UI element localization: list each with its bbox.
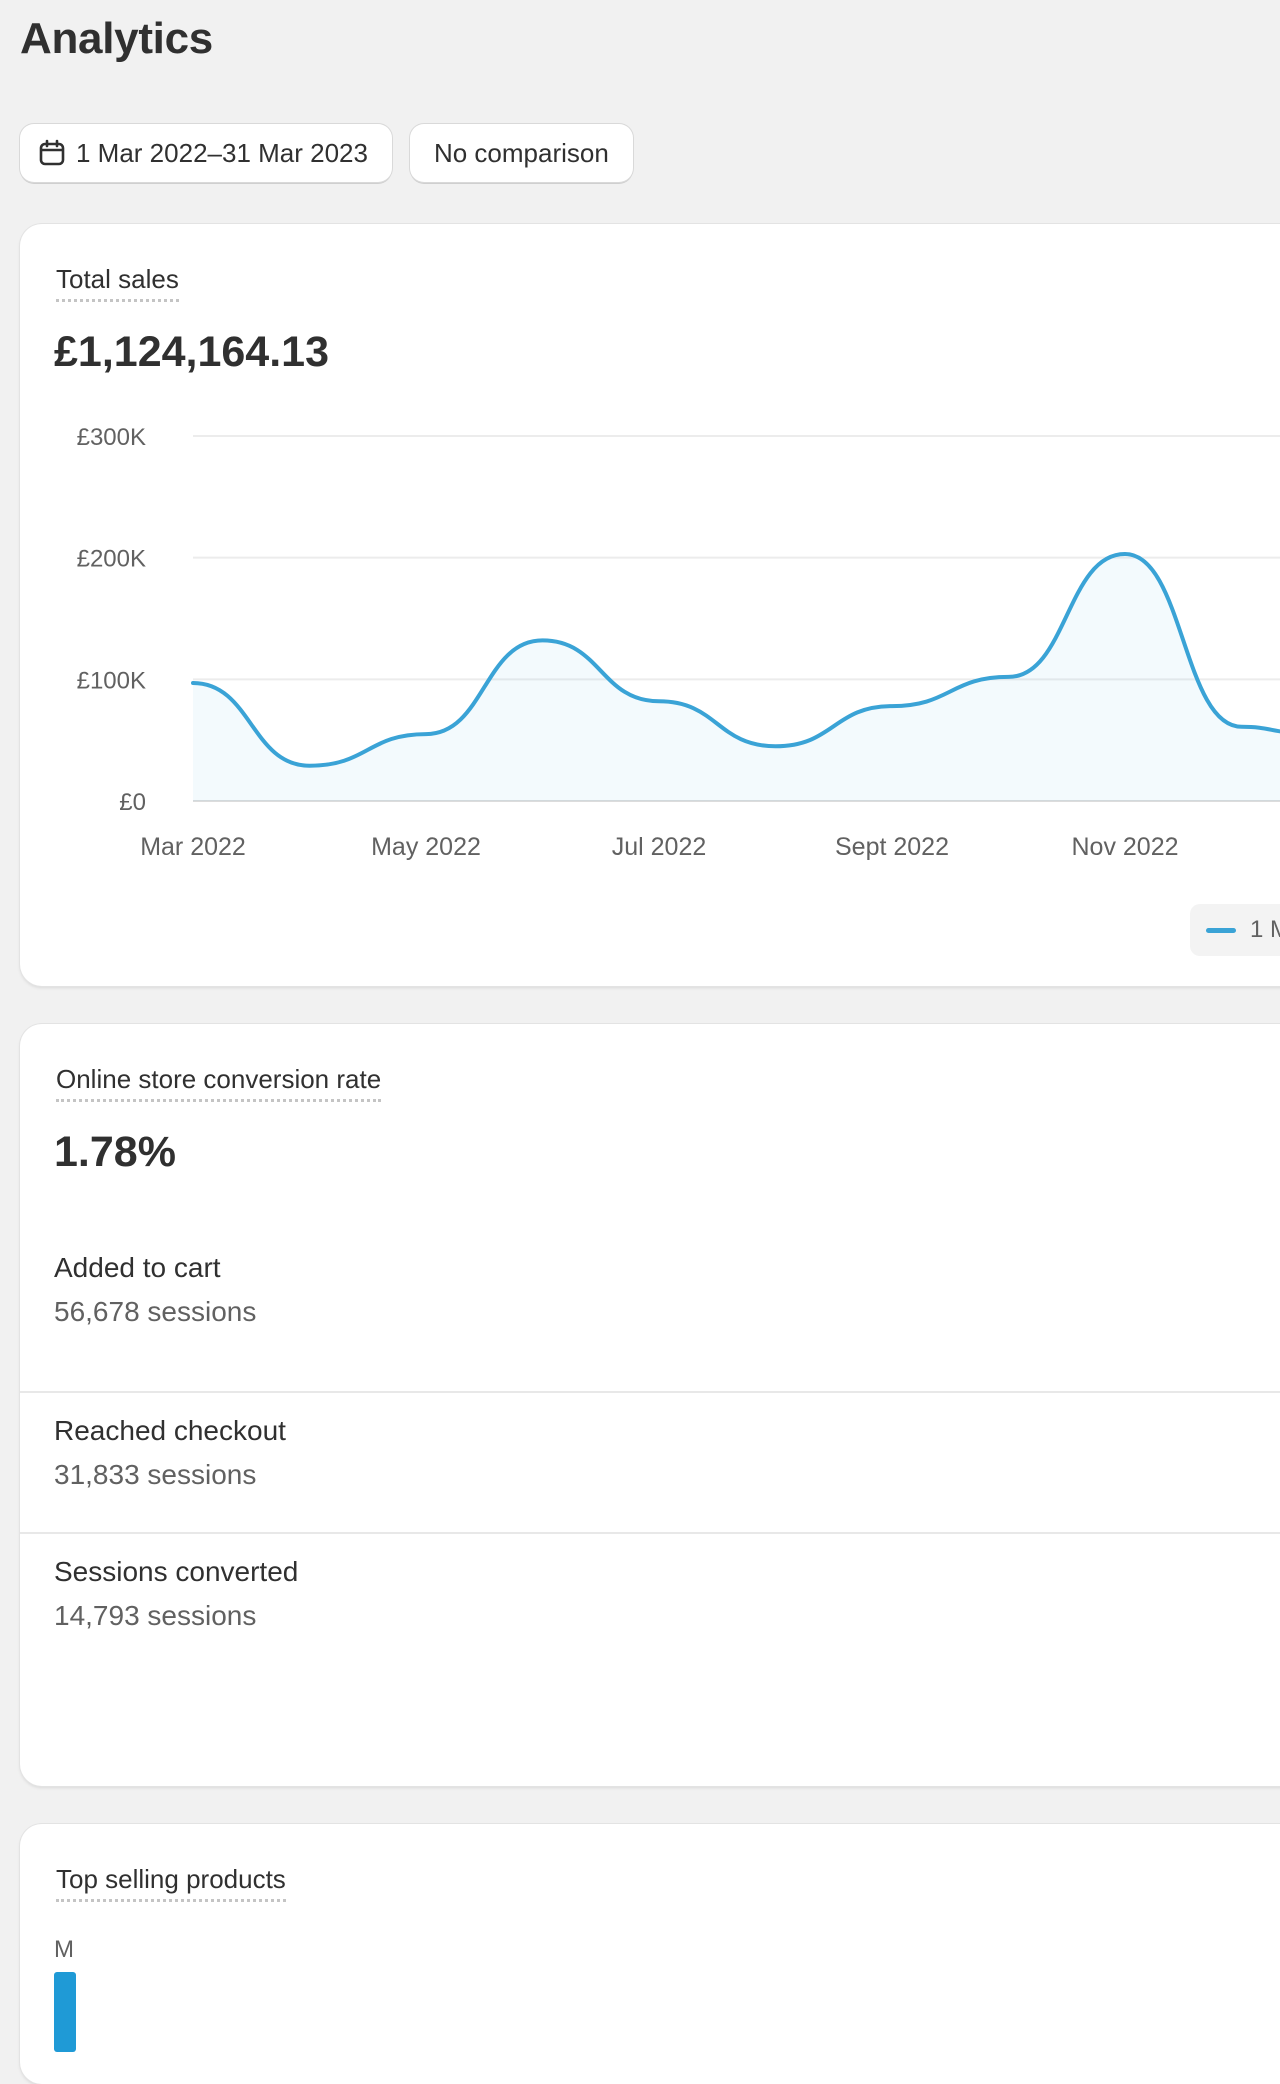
funnel-step-value: 14,793 sessions	[54, 1600, 257, 1631]
chart-series-line	[191, 552, 1280, 768]
chart-data-point	[190, 680, 196, 686]
legend-label: 1 M	[1250, 916, 1280, 943]
chart-x-tick-label: Jul 2022	[612, 833, 707, 861]
date-range-label: 1 Mar 2022–31 Mar 2023	[76, 137, 368, 168]
top-products-card[interactable]: Top selling products M	[20, 1824, 1280, 2084]
date-range-button[interactable]: 1 Mar 2022–31 Mar 2023	[20, 124, 392, 182]
top-products-title[interactable]: Top selling products	[56, 1864, 286, 1903]
funnel-step-value: 31,833 sessions	[54, 1459, 257, 1490]
funnel-step-label: Added to cart	[54, 1252, 221, 1283]
legend-swatch	[1206, 927, 1236, 933]
chart-data-point	[1006, 674, 1012, 680]
chart-x-tick-label: Mar 2022	[140, 833, 246, 861]
product-bar-label: M	[54, 1936, 74, 1963]
chart-y-tick-label: £0	[119, 789, 146, 816]
chart-x-tick-label: Nov 2022	[1071, 833, 1178, 861]
chart-x-tick-label: May 2022	[371, 833, 481, 861]
total-sales-chart[interactable]: £0 £100K £200K £300K Mar 2022 May 2022 Jul 202…	[20, 224, 1280, 904]
funnel-step-reached-checkout: Reached checkout 31,833 sessions	[20, 1393, 1280, 1534]
calendar-icon	[38, 139, 66, 167]
chart-data-point	[1239, 724, 1245, 730]
chart-legend[interactable]: 1 M	[1190, 904, 1280, 956]
funnel-step-sessions-converted: Sessions converted 14,793 sessions	[20, 1534, 1280, 1675]
comparison-label: No comparison	[433, 137, 609, 168]
chart-x-tick-label: Sept 2022	[835, 833, 949, 861]
chart-data-point	[656, 698, 662, 704]
conversion-rate-title[interactable]: Online store conversion rate	[56, 1064, 382, 1103]
comparison-button[interactable]: No comparison	[409, 124, 633, 182]
chart-area-fill	[193, 554, 1280, 801]
funnel-step-label: Sessions converted	[54, 1556, 299, 1587]
total-sales-card[interactable]: Total sales £1,124,164.13 £0 £100K £200K £3…	[20, 224, 1280, 986]
date-toolbar: 1 Mar 2022–31 Mar 2023 No comparison	[20, 124, 633, 182]
chart-y-tick-label: £100K	[77, 667, 146, 694]
product-bar[interactable]	[54, 1972, 76, 2052]
funnel-step-label: Reached checkout	[54, 1415, 286, 1446]
total-sales-value: £1,124,164.13	[54, 328, 329, 376]
chart-data-point	[307, 763, 313, 769]
chart-y-tick-label: £200K	[77, 546, 146, 573]
chart-data-point	[773, 743, 779, 749]
funnel-step-added-to-cart: Added to cart 56,678 sessions	[20, 1252, 1280, 1393]
chart-data-point	[540, 637, 546, 643]
total-sales-title[interactable]: Total sales	[56, 264, 179, 303]
chart-data-point	[889, 703, 895, 709]
chart-data-point	[423, 731, 429, 737]
conversion-rate-value: 1.78%	[54, 1128, 176, 1176]
chart-y-tick-label: £300K	[77, 424, 146, 451]
page-title: Analytics	[20, 14, 213, 63]
funnel-step-value: 56,678 sessions	[54, 1296, 257, 1327]
chart-data-point	[1122, 551, 1128, 557]
conversion-rate-card[interactable]: Online store conversion rate 1.78% Added…	[20, 1024, 1280, 1786]
